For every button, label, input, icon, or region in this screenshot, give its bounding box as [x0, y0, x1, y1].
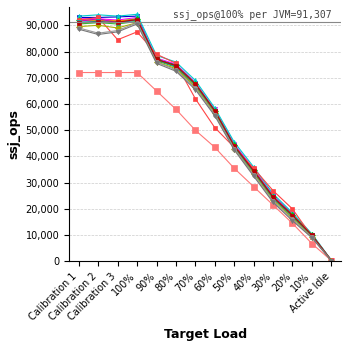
Text: ssj_ops@100% per JVM=91,307: ssj_ops@100% per JVM=91,307: [173, 9, 331, 20]
X-axis label: Target Load: Target Load: [164, 328, 247, 341]
Y-axis label: ssj_ops: ssj_ops: [7, 109, 20, 159]
